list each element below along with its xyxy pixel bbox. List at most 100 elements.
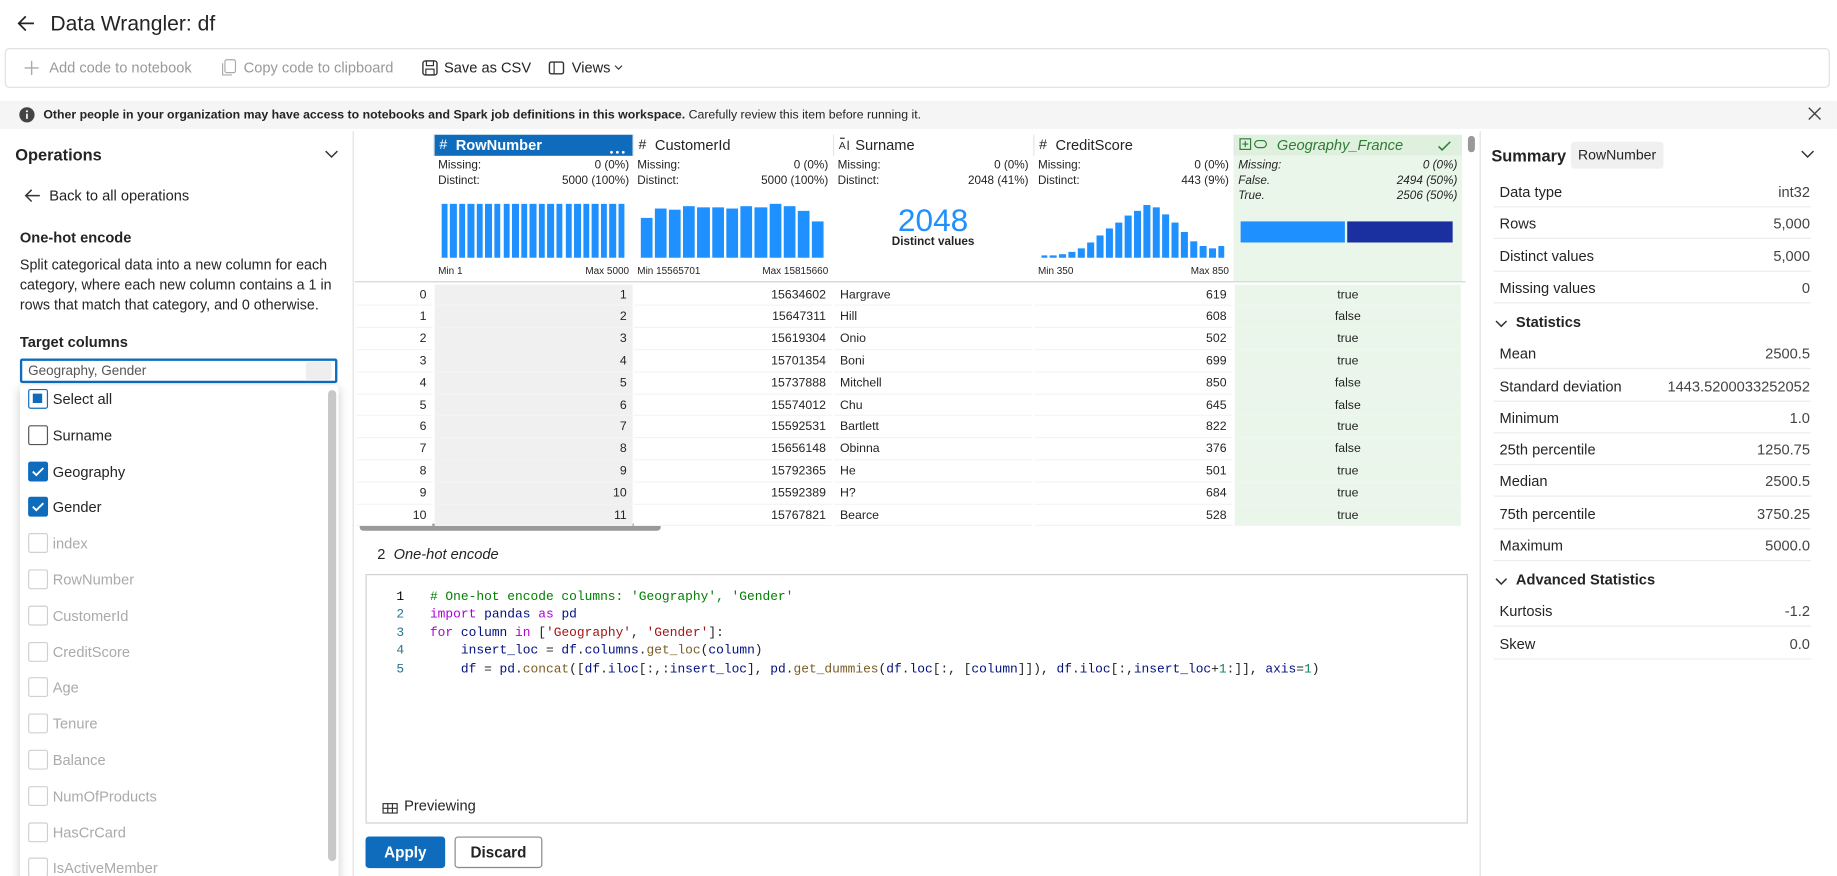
code-token: . — [638, 644, 647, 659]
table-cell: 15656148 — [633, 438, 832, 461]
column-header[interactable] — [433, 134, 634, 156]
stat-value: 5000 (100%) — [761, 174, 829, 188]
summary-label: Skew — [1499, 635, 1536, 653]
histogram-bar — [640, 217, 653, 258]
code-token: insert_loc — [669, 662, 748, 677]
checkbox-label: Select all — [52, 391, 113, 408]
toolbar-button[interactable]: Save as CSV — [443, 59, 532, 77]
close-notice[interactable] — [1808, 107, 1822, 121]
checkbox — [28, 821, 49, 842]
column-header[interactable] — [1233, 134, 1463, 156]
grid-hscroll[interactable] — [359, 523, 661, 531]
views-icon — [548, 61, 565, 75]
checkbox-label: Tenure — [52, 716, 98, 733]
dropdown-arrow[interactable] — [305, 361, 332, 380]
checkbox[interactable] — [28, 388, 49, 409]
code-token: . — [600, 662, 608, 677]
toolbar-button[interactable]: Views — [571, 59, 611, 77]
code-token: ( — [700, 644, 709, 659]
checkbox[interactable] — [28, 461, 49, 482]
code-token: [:, — [1110, 662, 1134, 677]
collapse-operations[interactable] — [325, 150, 339, 159]
notice-detail: Carefully review this item before runnin… — [685, 107, 922, 122]
back-to-operations-icon[interactable] — [23, 187, 41, 203]
grid-vscroll[interactable] — [1467, 135, 1475, 153]
section-title[interactable]: Advanced Statistics — [1515, 571, 1656, 589]
checkbox — [28, 857, 49, 876]
histogram-bar — [458, 203, 466, 258]
histogram-bar — [1152, 207, 1160, 258]
operations-title: Operations — [15, 145, 102, 165]
code-token: as — [538, 608, 554, 623]
section-chevron — [1495, 574, 1508, 586]
code-token: concat — [522, 662, 570, 677]
table-cell: Chu — [834, 394, 1033, 417]
code-token: = — [476, 662, 500, 677]
stat-value: 2048 (41%) — [968, 174, 1029, 188]
code-line: df = pd.concat([df.iloc[:,:insert_loc], … — [430, 660, 1320, 679]
stat-label: Missing: — [837, 159, 881, 173]
code-token: 1 — [1218, 662, 1227, 677]
apply-button[interactable]: Apply — [365, 836, 446, 869]
column-header[interactable] — [832, 134, 1034, 156]
back-button[interactable] — [16, 14, 35, 33]
checkbox-label: CustomerId — [52, 607, 129, 625]
table-cell: 699 — [1034, 350, 1233, 373]
table-cell: 15592389 — [633, 482, 832, 505]
stat-label: Missing: — [1037, 159, 1081, 173]
histogram-max: Max 5000 — [585, 264, 630, 277]
views-chevron — [614, 65, 623, 70]
summary-label: Distinct values — [1499, 247, 1594, 265]
notice-text: Other people in your organization may ha… — [43, 104, 921, 125]
section-title[interactable]: Statistics — [1515, 313, 1582, 331]
dropdown-scrollbar[interactable] — [328, 390, 337, 862]
back-link[interactable]: Back to all operations — [49, 187, 190, 204]
table-cell: Hargrave — [834, 284, 1033, 307]
code-token — [507, 627, 515, 641]
table-cell: 15634602 — [633, 284, 832, 307]
collapse-summary[interactable] — [1801, 150, 1815, 159]
summary-divider — [1493, 657, 1812, 660]
boolean-bar — [1240, 221, 1346, 243]
stat-value: 0 (0%) — [793, 159, 829, 173]
target-input[interactable] — [19, 358, 338, 384]
summary-label: Rows — [1499, 215, 1537, 233]
histogram-bar — [668, 209, 681, 258]
histogram-bar — [783, 206, 796, 258]
checkbox[interactable] — [28, 425, 49, 445]
table-cell: 15701354 — [633, 350, 832, 373]
column-name[interactable]: Surname — [855, 137, 915, 154]
histogram-bar — [1189, 241, 1197, 258]
histogram-bar — [600, 203, 608, 258]
column-header[interactable] — [632, 134, 833, 156]
type-icon — [1239, 137, 1269, 151]
table-cell: Hill — [834, 306, 1033, 329]
column-name[interactable]: CustomerId — [654, 137, 731, 154]
code-token: column — [708, 644, 755, 659]
summary-label: Maximum — [1499, 537, 1563, 555]
code-token: df — [584, 662, 601, 677]
code-box — [365, 574, 1468, 824]
checkbox[interactable] — [28, 497, 49, 518]
column-header[interactable] — [1033, 134, 1234, 156]
column-name[interactable]: RowNumber — [455, 137, 542, 154]
histogram-bar — [441, 203, 448, 258]
summary-label: 75th percentile — [1499, 505, 1596, 523]
column-name[interactable]: CreditScore — [1055, 137, 1133, 154]
checkbox-label: CreditScore — [52, 643, 131, 661]
checkbox-label: Age — [52, 679, 79, 697]
table-cell: 3 — [434, 328, 633, 351]
discard-button[interactable]: Discard — [454, 836, 543, 869]
histogram-bar — [529, 203, 537, 258]
stat-value: 5000 (100%) — [562, 174, 630, 188]
histogram-bar — [591, 203, 599, 258]
code-line: # One-hot encode columns: 'Geography', '… — [430, 588, 793, 607]
line-number: 4 — [396, 644, 405, 659]
checkbox-label: RowNumber — [52, 571, 135, 589]
summary-label: Missing values — [1499, 279, 1596, 297]
notice-bar — [0, 100, 1837, 129]
table-cell: 2 — [356, 328, 433, 351]
table-cell: false — [1234, 394, 1461, 417]
code-token: insert_loc — [429, 644, 539, 659]
column-name[interactable]: Geography_France — [1276, 137, 1404, 154]
